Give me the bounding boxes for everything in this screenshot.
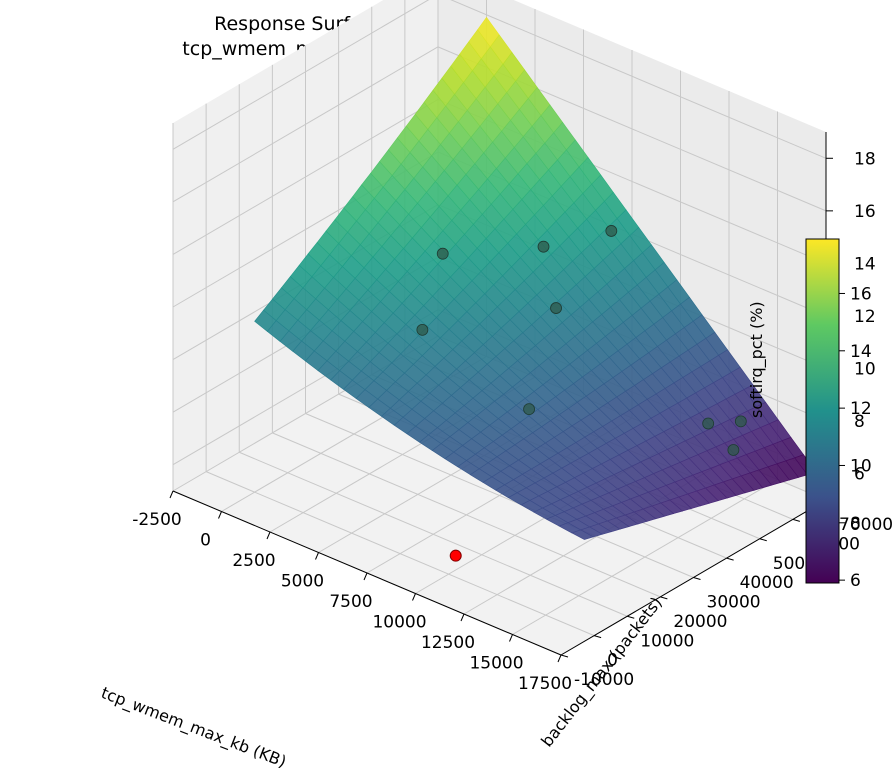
grid-y-floor xyxy=(239,451,628,617)
z-axis-label: softirq_pct (%) xyxy=(747,301,767,418)
grid-z-side xyxy=(172,46,439,203)
x-tick-mark xyxy=(266,531,271,540)
observation-point xyxy=(436,247,449,260)
x-tick-mark xyxy=(412,593,416,601)
x-tick-label: -2500 xyxy=(132,510,181,530)
x-tick-mark xyxy=(315,552,319,560)
surface-patch xyxy=(570,529,595,540)
colorbar-tick-label: 16 xyxy=(850,284,872,304)
z-tick-label: 12 xyxy=(854,307,876,327)
colorbar-gradient xyxy=(805,238,840,584)
grid-y-floor xyxy=(205,471,595,637)
x-tick-mark xyxy=(509,634,513,642)
x-tick-label: 7500 xyxy=(329,592,372,612)
z-tick-label: 6 xyxy=(854,465,865,485)
z-tick-label: 14 xyxy=(854,254,876,274)
y-tick-mark xyxy=(593,635,602,639)
observation-point xyxy=(550,302,562,314)
observation-point xyxy=(702,417,715,430)
y-tick-label: 40000 xyxy=(740,573,794,593)
colorbar: 6 8 10 12 14 16 xyxy=(805,238,872,591)
z-tick-label: 18 xyxy=(854,149,876,169)
z-tick-label: 16 xyxy=(854,202,876,222)
y-tick-mark xyxy=(660,596,668,600)
y-tick-label: 30000 xyxy=(707,593,761,613)
x-tick-label: 2500 xyxy=(232,551,275,571)
x-tick-mark xyxy=(363,572,368,581)
observation-point xyxy=(727,444,740,456)
x-tick-mark xyxy=(557,654,562,663)
y-tick-mark xyxy=(792,518,801,522)
x-axis-label: tcp_wmem_max_kb (KB) xyxy=(98,683,289,768)
x-tick-label: 15000 xyxy=(469,654,523,674)
x-tick-mark xyxy=(169,490,174,499)
observation-point xyxy=(605,225,618,237)
y-tick-mark xyxy=(726,557,734,561)
grid-z-side xyxy=(172,0,430,150)
y-tick-mark xyxy=(693,577,701,580)
colorbar-tick-label: 8 xyxy=(850,514,861,534)
z-tick-label: 10 xyxy=(854,360,876,380)
grid-y-floor xyxy=(305,413,694,578)
grid-z-side xyxy=(172,98,439,255)
x-tick-label: 5000 xyxy=(281,572,324,592)
x-tick-mark xyxy=(460,613,465,622)
x-tick-label: 12500 xyxy=(421,633,475,653)
y-tick-label: 0 xyxy=(607,651,618,671)
y-tick-label: 70000 xyxy=(839,515,893,535)
y-tick-label: -10000 xyxy=(574,670,634,690)
colorbar-tick-label: 6 xyxy=(850,571,861,591)
response-surface xyxy=(254,16,817,540)
observation-point xyxy=(537,240,550,253)
observation-point xyxy=(523,403,535,416)
x-tick-mark xyxy=(218,511,222,519)
observation-point xyxy=(734,415,747,428)
colorbar-tick-label: 12 xyxy=(850,399,872,419)
colorbar-tick-label: 14 xyxy=(850,342,872,362)
observation-points xyxy=(416,225,747,562)
y-tick-mark xyxy=(759,538,767,542)
x-tick-label: 0 xyxy=(200,531,211,551)
x-tick-label: 10000 xyxy=(372,613,426,633)
best-point xyxy=(449,549,462,562)
colorbar-ticks: 6 8 10 12 14 16 xyxy=(839,284,872,591)
x-tick-label: 17500 xyxy=(518,674,572,694)
colorbar-tick-label: 10 xyxy=(850,456,872,476)
grid-z-back xyxy=(450,0,827,159)
y-tick-mark xyxy=(560,654,569,658)
y-tick-label: 20000 xyxy=(673,612,727,632)
grid-y-floor xyxy=(272,432,661,598)
observation-point xyxy=(416,323,429,336)
y-tick-label: 10000 xyxy=(640,631,694,651)
z-tick-label: 8 xyxy=(854,412,865,432)
y-tick-mark xyxy=(627,615,635,619)
